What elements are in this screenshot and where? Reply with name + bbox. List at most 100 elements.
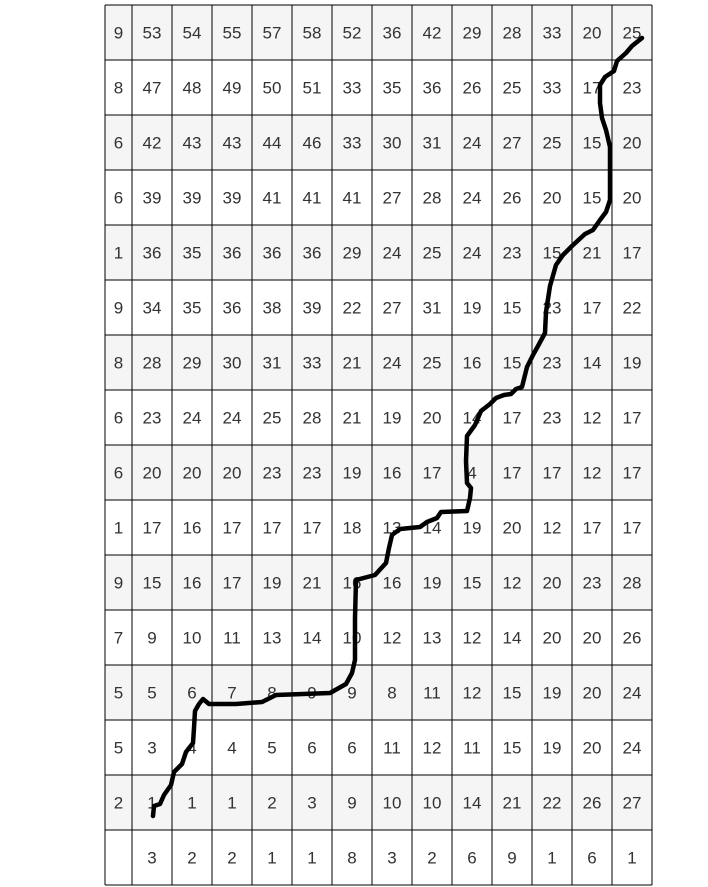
grid-cell-value: 9	[114, 24, 123, 43]
grid-cell-value: 6	[114, 409, 123, 428]
grid-cell-value: 12	[463, 684, 482, 703]
grid-cell-value: 12	[583, 409, 602, 428]
grid-cell-value: 20	[583, 684, 602, 703]
grid-cell-value: 1	[114, 519, 123, 538]
grid-cell-value: 24	[623, 739, 642, 758]
grid-cell-value: 8	[387, 684, 396, 703]
grid-cell-value: 46	[303, 134, 322, 153]
grid-cell-value: 36	[383, 24, 402, 43]
grid-row-background	[105, 5, 652, 60]
grid-cell-value: 22	[543, 794, 562, 813]
grid-cell-value: 17	[303, 519, 322, 538]
grid-cell-value: 16	[383, 464, 402, 483]
grid-cell-value: 33	[543, 24, 562, 43]
grid-cell-value: 6	[307, 739, 316, 758]
grid-cell-value: 6	[187, 684, 196, 703]
grid-cell-value: 1	[114, 244, 123, 263]
grid-cell-value: 15	[583, 189, 602, 208]
grid-cell-value: 8	[114, 79, 123, 98]
grid-cell-value: 25	[423, 244, 442, 263]
grid-cell-value: 20	[503, 519, 522, 538]
grid-cell-value: 15	[503, 739, 522, 758]
grid-cell-value: 43	[223, 134, 242, 153]
grid-cell-value: 13	[423, 629, 442, 648]
grid-cell-value: 29	[463, 24, 482, 43]
grid-cell-value: 17	[263, 519, 282, 538]
grid-row-background	[105, 60, 652, 115]
grid-cell-value: 41	[343, 189, 362, 208]
grid-cell-value: 51	[303, 79, 322, 98]
grid-cell-value: 24	[223, 409, 242, 428]
grid-row-background	[105, 775, 652, 830]
grid-cell-value: 14	[463, 794, 482, 813]
grid-cell-value: 16	[463, 354, 482, 373]
grid-cell-value: 20	[423, 409, 442, 428]
grid-cell-value: 27	[383, 299, 402, 318]
grid-cell-value: 1	[627, 849, 636, 868]
grid-cell-value: 38	[263, 299, 282, 318]
grid-cell-value: 11	[463, 739, 481, 758]
grid-cell-value: 17	[223, 574, 242, 593]
grid-cell-value: 24	[463, 134, 482, 153]
grid-cell-value: 14	[503, 629, 522, 648]
grid-cell-value: 17	[503, 464, 522, 483]
grid-cell-value: 31	[423, 134, 442, 153]
grid-cell-value: 23	[623, 79, 642, 98]
grid-cell-value: 39	[143, 189, 162, 208]
grid-cell-value: 2	[187, 849, 196, 868]
grid-cell-value: 33	[543, 79, 562, 98]
grid-cell-value: 14	[583, 354, 602, 373]
grid-cell-value: 29	[343, 244, 362, 263]
grid-cell-value: 1	[147, 794, 156, 813]
grid-row-background	[105, 610, 652, 665]
grid-cell-value: 20	[143, 464, 162, 483]
grid-cell-value: 39	[223, 189, 242, 208]
grid-cell-value: 3	[387, 849, 396, 868]
grid-cell-value: 6	[114, 189, 123, 208]
grid-cell-value: 31	[423, 299, 442, 318]
grid-cell-value: 9	[507, 849, 516, 868]
grid-cell-value: 2	[227, 849, 236, 868]
grid-cell-value: 28	[623, 574, 642, 593]
grid-cell-value: 9	[114, 299, 123, 318]
grid-cell-value: 5	[147, 684, 156, 703]
grid-cell-value: 9	[114, 574, 123, 593]
grid-row-background	[105, 830, 652, 885]
grid-cell-value: 24	[463, 244, 482, 263]
grid-cell-value: 11	[223, 629, 241, 648]
grid-cell-value: 1	[187, 794, 196, 813]
grid-cell-value: 44	[263, 134, 282, 153]
grid-cell-value: 21	[583, 244, 602, 263]
grid-cell-value: 25	[543, 134, 562, 153]
grid-cell-value: 25	[503, 79, 522, 98]
grid-row-background	[105, 115, 652, 170]
route-path	[150, 35, 645, 819]
grid-cell-value: 19	[543, 739, 562, 758]
grid-cell-value: 24	[463, 189, 482, 208]
grid-cell-value: 24	[383, 354, 402, 373]
grid-cell-value: 20	[583, 24, 602, 43]
grid-cell-value: 3	[147, 739, 156, 758]
grid-cell-value: 17	[423, 464, 442, 483]
grid-lines	[104, 4, 653, 886]
grid-cell-value: 19	[383, 409, 402, 428]
grid-cell-value: 3	[147, 849, 156, 868]
grid-cell-value: 36	[263, 244, 282, 263]
grid-cell-value: 20	[543, 189, 562, 208]
grid-cell-value: 25	[423, 354, 442, 373]
grid-cell-value: 52	[343, 24, 362, 43]
grid-cell-value: 36	[303, 244, 322, 263]
grid-cell-value: 19	[263, 574, 282, 593]
grid-cell-value: 9	[147, 629, 156, 648]
grid-cell-value: 5	[114, 739, 123, 758]
grid-cell-value: 1	[307, 849, 316, 868]
grid-cell-value: 47	[143, 79, 162, 98]
grid-cell-value: 23	[143, 409, 162, 428]
grid-cell-value: 19	[423, 574, 442, 593]
grid-cell-value: 16	[183, 519, 202, 538]
grid-cell-value: 23	[263, 464, 282, 483]
grid-cell-value: 19	[463, 519, 482, 538]
grid-cell-value: 8	[267, 684, 276, 703]
grid-cell-value: 20	[543, 629, 562, 648]
grid-cell-value: 22	[343, 299, 362, 318]
